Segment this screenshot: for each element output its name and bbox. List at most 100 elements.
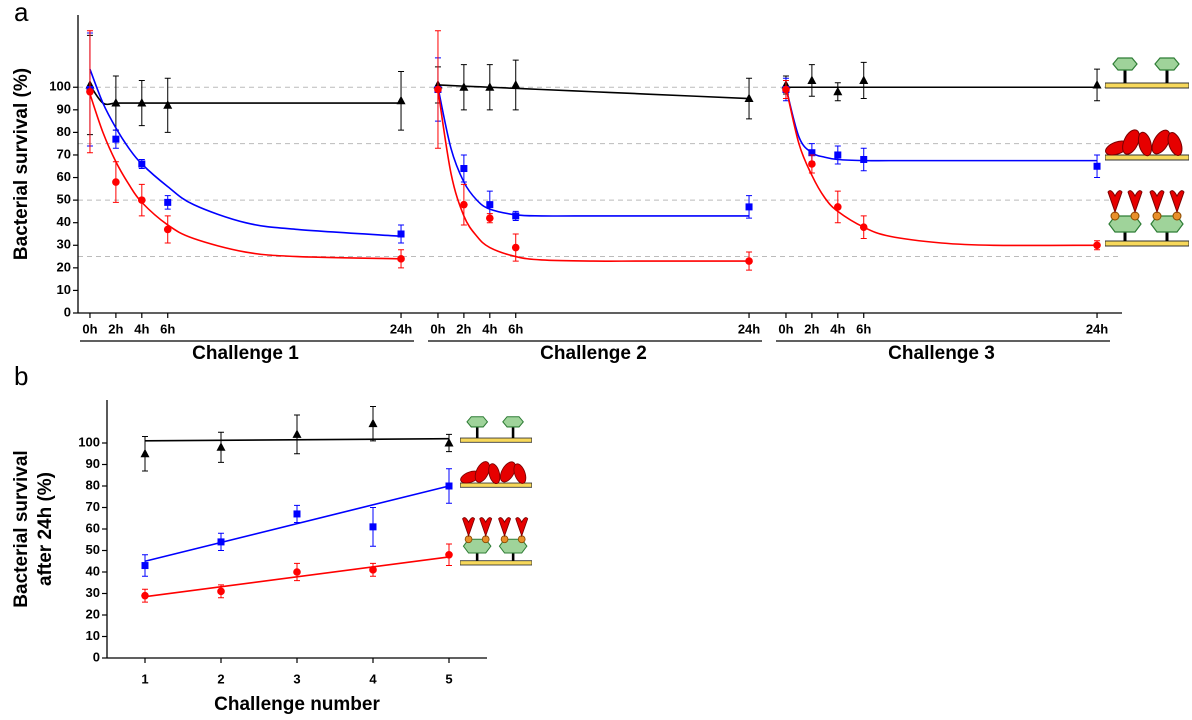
y-tick-label: 90 (86, 456, 100, 471)
data-point (163, 100, 173, 109)
data-point (293, 568, 301, 576)
fit-curve (89, 93, 402, 260)
x-tick-label: 6h (508, 321, 523, 336)
x-tick-label: 6h (856, 321, 871, 336)
y-tick-label: 0 (64, 304, 71, 319)
y-tick-label: 70 (86, 499, 100, 514)
x-tick-label: 24h (738, 321, 760, 336)
data-point (292, 429, 302, 438)
panel-label: a (14, 0, 29, 27)
x-tick-label: 4h (134, 321, 149, 336)
legend-icons (460, 56, 1189, 567)
fit-curve (89, 68, 402, 238)
y-tick-label: 60 (57, 169, 71, 184)
y-tick-label: 30 (57, 237, 71, 252)
fit-curve (437, 89, 750, 262)
y-tick-label: 10 (86, 628, 100, 643)
x-tick-label: 2h (456, 321, 471, 336)
data-point (368, 418, 378, 428)
x-tick-label: 4h (830, 321, 845, 336)
x-tick-label: 5 (445, 671, 452, 686)
data-point (397, 255, 405, 263)
icon-bound (1105, 189, 1189, 248)
fit-curve (437, 84, 750, 100)
y-tick-label: 60 (86, 520, 100, 535)
data-point (164, 198, 172, 206)
x-tick-label: 0h (82, 321, 97, 336)
icon-adsorbed (460, 460, 532, 488)
icon-bound (460, 516, 532, 567)
data-point (112, 135, 120, 143)
group-label: Challenge 3 (888, 343, 995, 364)
data-point (138, 160, 146, 168)
data-point (141, 562, 149, 570)
x-tick-label: 2h (108, 321, 123, 336)
data-point (511, 243, 520, 252)
data-point (1093, 162, 1101, 170)
data-point (744, 93, 754, 103)
group-label: Challenge 1 (192, 343, 299, 364)
y-tick-label: 90 (57, 101, 71, 116)
data-point (460, 165, 468, 173)
y-tick-label: 80 (57, 124, 71, 139)
fit-curve (785, 87, 1098, 162)
y-tick-label: 50 (86, 542, 100, 557)
x-tick-label: 2 (217, 671, 224, 686)
x-tick-label: 6h (160, 321, 175, 336)
panel-label: b (14, 361, 28, 391)
data-point (141, 591, 149, 600)
y-tick-label: 40 (86, 563, 100, 578)
data-point (808, 149, 816, 157)
data-point (293, 510, 301, 518)
fit-curve (144, 485, 450, 563)
y-axis-label: Bacterial survival (11, 450, 32, 607)
data-point (138, 196, 146, 204)
data-point (782, 85, 790, 94)
x-tick-label: 2h (804, 321, 819, 336)
data-point (86, 87, 94, 96)
fit-curve (785, 87, 1098, 247)
data-point (445, 551, 453, 559)
data-point (445, 482, 453, 490)
y-tick-label: 100 (78, 434, 100, 449)
data-point (217, 587, 225, 596)
y-tick-label: 20 (57, 259, 71, 274)
data-point (859, 75, 869, 84)
y-tick-label: 40 (57, 214, 71, 229)
data-point (434, 85, 442, 94)
data-point (486, 214, 494, 222)
y-tick-label: 20 (86, 606, 100, 621)
x-tick-label: 4h (482, 321, 497, 336)
icon-unmodified (460, 415, 532, 444)
data-point (216, 442, 226, 451)
y-axis-label: Bacterial survival (%) (11, 68, 32, 260)
y-tick-label: 100 (49, 79, 71, 94)
data-point (833, 86, 843, 96)
data-point (745, 257, 753, 265)
data-point (511, 79, 521, 89)
x-tick-label: 0h (430, 321, 445, 336)
x-tick-label: 1 (141, 671, 148, 686)
data-point (860, 155, 868, 163)
y-tick-label: 30 (86, 585, 100, 600)
data-point (137, 98, 147, 107)
data-point (140, 448, 150, 458)
data-point (834, 203, 842, 211)
data-point (859, 223, 868, 232)
data-point (486, 201, 494, 209)
x-tick-label: 3 (293, 671, 300, 686)
data-point (369, 523, 377, 531)
y-tick-label: 0 (93, 649, 100, 664)
y-axis-label: after 24h (%) (35, 472, 56, 586)
icon-adsorbed (1105, 128, 1189, 161)
data-point (217, 538, 225, 546)
data-point (745, 203, 753, 211)
y-tick-label: 10 (57, 282, 71, 297)
data-point (111, 98, 121, 107)
x-tick-label: 24h (390, 321, 412, 336)
icon-unmodified (1105, 56, 1189, 90)
data-point (460, 200, 468, 209)
